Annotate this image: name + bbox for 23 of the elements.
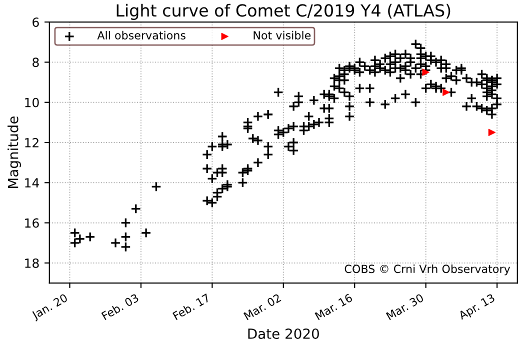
point xyxy=(442,88,450,96)
y-tick-label: 10 xyxy=(25,98,39,108)
x-tick-label: Mar. 02 xyxy=(243,294,282,320)
y-axis-title: Magnitude xyxy=(8,116,21,188)
y-tick-label: 12 xyxy=(25,138,38,148)
y-tick-label: 8 xyxy=(32,58,39,68)
point xyxy=(488,128,496,136)
x-tick-label: Feb. 03 xyxy=(101,293,140,320)
y-tick-label: 16 xyxy=(25,218,39,228)
x-axis-title: Date 2020 xyxy=(248,328,319,339)
x-tick-label: Apr. 13 xyxy=(458,293,496,322)
y-tick-label: 14 xyxy=(25,178,39,188)
legend-label: Not visible xyxy=(254,30,311,40)
point xyxy=(422,68,430,76)
y-tick-label: 6 xyxy=(32,18,39,27)
x-tick-label: Mar. 30 xyxy=(386,293,424,320)
annotation: COBS © Crni Vrh Observatory xyxy=(344,264,510,276)
x-tick-label: Feb. 17 xyxy=(172,293,210,320)
x-tick-label: Mar. 16 xyxy=(314,293,353,320)
chart-title: Light curve of Comet C/2019 Y4 (ATLAS) xyxy=(116,4,450,20)
legend-label: All observations xyxy=(97,30,186,40)
y-tick-label: 18 xyxy=(25,258,39,268)
x-tick-label: Jan. 20 xyxy=(30,293,70,322)
